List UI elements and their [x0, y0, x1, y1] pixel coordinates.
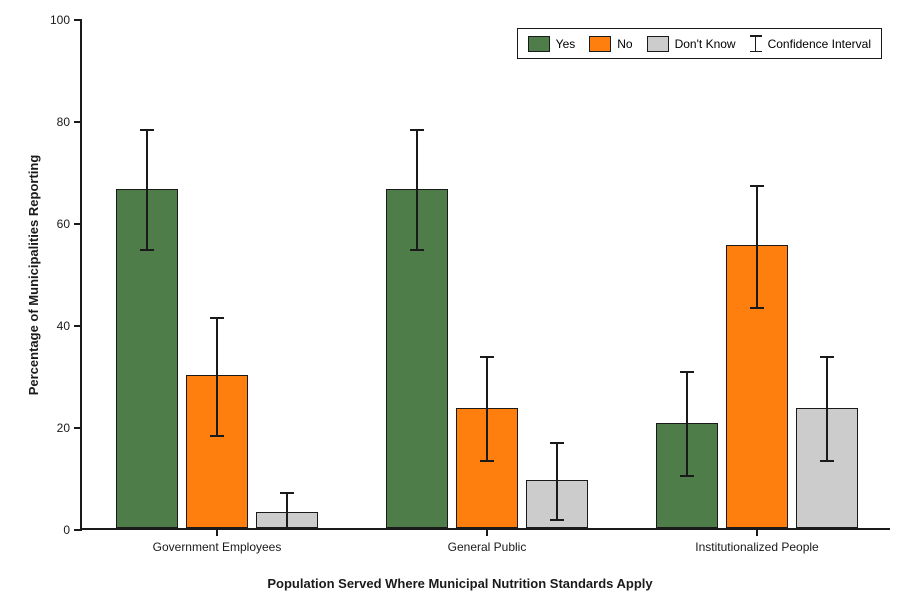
error-bar-cap	[820, 460, 834, 462]
error-bar-cap	[550, 442, 564, 444]
error-bar-cap	[480, 356, 494, 358]
ytick-label: 20	[57, 421, 70, 435]
legend-item: Yes	[528, 36, 576, 52]
error-bar-cap	[280, 492, 294, 494]
ytick	[74, 19, 82, 21]
xtick	[486, 528, 488, 536]
error-bar-cap	[480, 460, 494, 462]
legend-label: Confidence Interval	[768, 37, 871, 51]
ytick-label: 80	[57, 115, 70, 129]
error-bar-cap	[550, 519, 564, 521]
ytick-label: 100	[50, 13, 70, 27]
xtick-label: General Public	[448, 540, 527, 554]
error-bar-cap	[280, 528, 294, 530]
plot-area: 020406080100Government EmployeesGeneral …	[80, 20, 890, 530]
error-bar	[826, 357, 828, 462]
ytick	[74, 121, 82, 123]
error-bar-icon	[750, 35, 762, 52]
error-bar	[556, 443, 558, 520]
legend-swatch	[528, 36, 550, 52]
error-bar-cap	[410, 249, 424, 251]
xtick	[756, 528, 758, 536]
xtick	[216, 528, 218, 536]
error-bar-cap	[410, 129, 424, 131]
x-axis-label: Population Served Where Municipal Nutrit…	[267, 576, 652, 591]
legend-label: No	[617, 37, 632, 51]
error-bar-cap	[750, 185, 764, 187]
ytick	[74, 529, 82, 531]
chart-container: 0 20 40 60 80 100 Government Employees General …	[0, 0, 920, 606]
error-bar-cap	[140, 249, 154, 251]
legend-swatch	[589, 36, 611, 52]
error-bar-cap	[140, 129, 154, 131]
legend-item: Don't Know	[647, 36, 736, 52]
xtick-label: Government Employees	[153, 540, 282, 554]
ytick	[74, 427, 82, 429]
error-bar	[146, 130, 148, 250]
legend-swatch	[647, 36, 669, 52]
ytick-label: 0	[63, 523, 70, 537]
legend-label: Yes	[556, 37, 576, 51]
error-bar-cap	[680, 475, 694, 477]
legend-item: No	[589, 36, 632, 52]
legend-item: Confidence Interval	[750, 35, 871, 52]
ytick-label: 60	[57, 217, 70, 231]
error-bar-cap	[680, 371, 694, 373]
ytick	[74, 325, 82, 327]
legend: Yes No Don't Know Confidence Interval	[517, 28, 882, 59]
error-bar	[286, 493, 288, 529]
xtick-label: Institutionalized People	[695, 540, 818, 554]
error-bar	[486, 357, 488, 462]
error-bar	[216, 318, 218, 435]
y-axis-label: Percentage of Municipalities Reporting	[26, 155, 41, 396]
error-bar-cap	[820, 356, 834, 358]
error-bar-cap	[210, 317, 224, 319]
legend-label: Don't Know	[675, 37, 736, 51]
error-bar-cap	[750, 307, 764, 309]
error-bar	[416, 130, 418, 250]
error-bar	[756, 186, 758, 308]
error-bar	[686, 372, 688, 477]
ytick	[74, 223, 82, 225]
ytick-label: 40	[57, 319, 70, 333]
error-bar-cap	[210, 435, 224, 437]
